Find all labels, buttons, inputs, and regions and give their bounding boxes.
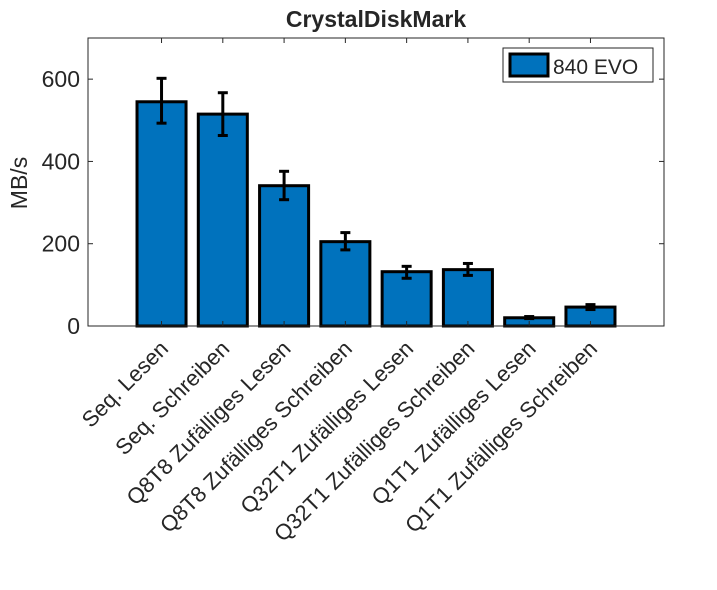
y-tick-label: 400 (42, 148, 80, 174)
legend-swatch (508, 52, 550, 78)
legend-label: 840 EVO (553, 56, 638, 79)
chart-title: CrystalDiskMark (286, 6, 466, 32)
bar (135, 100, 188, 328)
y-tick-label: 0 (67, 313, 80, 339)
legend: 840 EVO (502, 47, 654, 83)
bar (441, 268, 494, 328)
bar (258, 184, 311, 328)
y-axis-label: MB/s (6, 157, 32, 209)
plot-area-box (87, 37, 665, 327)
y-tick-label: 600 (42, 66, 80, 92)
bar (380, 270, 433, 328)
bar (196, 112, 249, 328)
y-tick-label: 200 (42, 231, 80, 257)
bar (319, 240, 372, 328)
